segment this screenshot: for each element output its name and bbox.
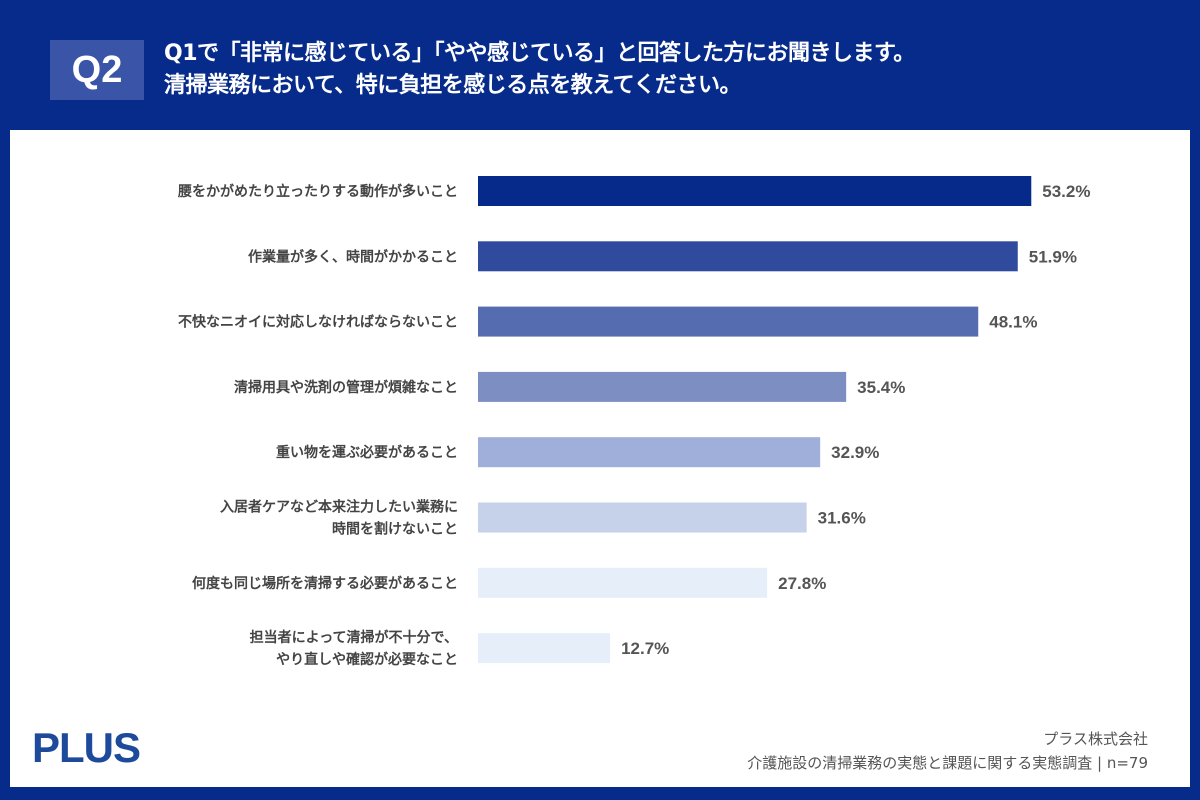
data-label-3: 48.1%: [989, 313, 1037, 332]
category-label-7: 何度も同じ場所を清掃する必要があること: [192, 575, 458, 592]
category-label-4: 清掃用具や洗剤の管理が煩雑なこと: [234, 379, 458, 396]
data-label-5: 32.9%: [831, 443, 879, 462]
question-title: Q1で「非常に感じている」「やや感じている」と回答した方にお聞きします。 清掃業…: [164, 38, 915, 102]
category-label-6: 時間を割けないこと: [332, 521, 458, 538]
bar-2: [478, 241, 1018, 272]
bar-5: [478, 437, 821, 468]
bar-8: [478, 633, 611, 664]
bar-7: [478, 567, 768, 598]
bar-6: [478, 502, 807, 533]
data-label-4: 35.4%: [857, 378, 905, 397]
bar-4: [478, 371, 847, 402]
bar-3: [478, 306, 979, 337]
bar-1: [478, 176, 1032, 206]
data-label-1: 53.2%: [1042, 182, 1090, 201]
category-label-3: 不快なニオイに対応しなければならないこと: [178, 314, 458, 331]
data-label-7: 27.8%: [778, 574, 826, 593]
survey-info: 介護施設の清掃業務の実態と課題に関する実態調査 | n=79: [747, 754, 1148, 772]
question-title-line2: 清掃業務において、特に負担を感じる点を教えてください。: [164, 73, 741, 98]
question-badge: Q2: [50, 40, 144, 100]
data-label-2: 51.9%: [1029, 247, 1077, 266]
question-title-line1: Q1で「非常に感じている」「やや感じている」と回答した方にお聞きします。: [164, 41, 915, 66]
category-label-8: 担当者によって清掃が不十分で、: [250, 629, 458, 646]
company-name: プラス株式会社: [1043, 730, 1148, 748]
plus-logo: PLUS: [32, 724, 141, 771]
category-label-6: 入居者ケアなど本来注力したい業務に: [220, 499, 458, 516]
source-note: プラス株式会社 介護施設の清掃業務の実態と課題に関する実態調査 | n=79: [747, 727, 1148, 775]
category-label-2: 作業量が多く、時間がかかること: [248, 248, 458, 265]
category-label-8: やり直しや確認が必要なこと: [276, 651, 458, 668]
data-label-6: 31.6%: [818, 509, 866, 528]
category-label-1: 腰をかがめたり立ったりする動作が多いこと: [177, 183, 458, 200]
data-label-8: 12.7%: [621, 639, 669, 658]
category-label-5: 重い物を運ぶ必要があること: [276, 444, 458, 461]
